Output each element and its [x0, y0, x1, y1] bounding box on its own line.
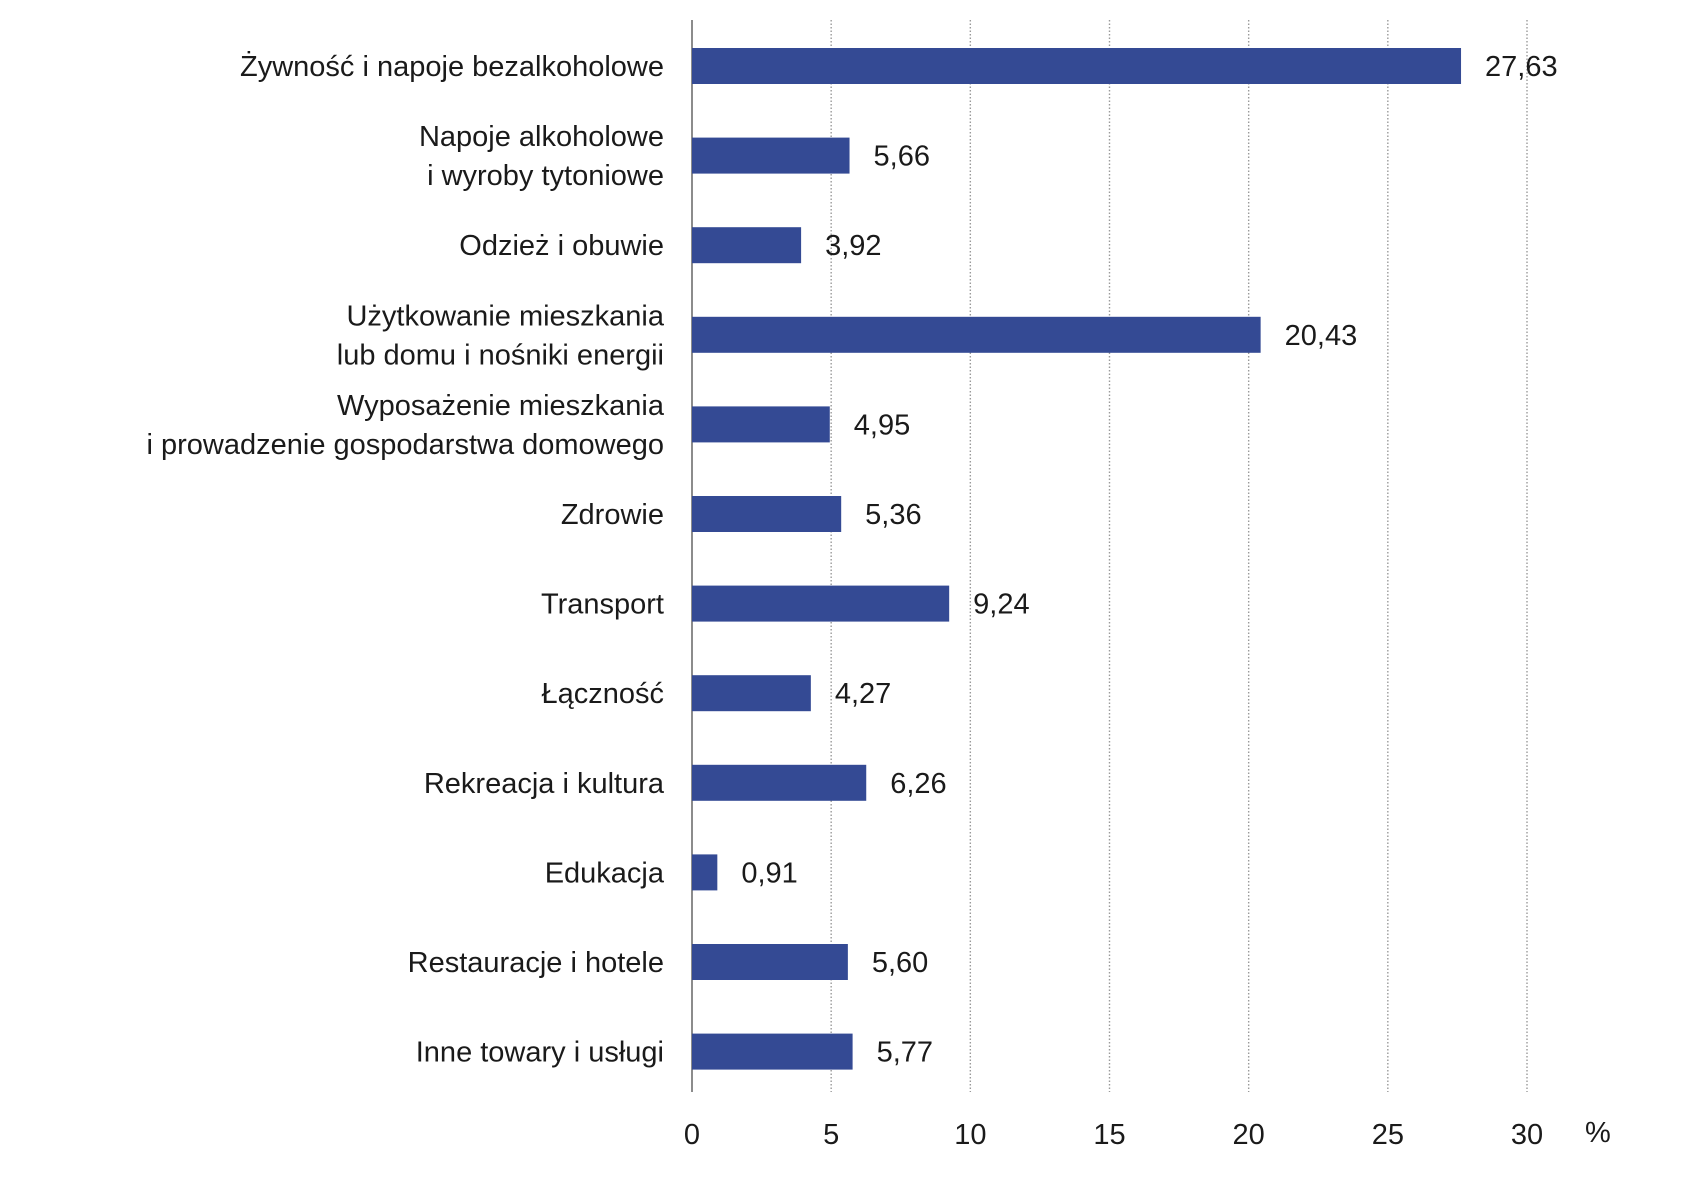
- bar-7: [692, 585, 950, 622]
- category-label-6: Zdrowie: [561, 499, 664, 531]
- bar-10: [692, 854, 718, 891]
- value-label-12: 5,77: [877, 1037, 933, 1069]
- bar-2: [692, 137, 850, 174]
- value-label-6: 5,36: [865, 499, 921, 531]
- value-label-8: 4,27: [835, 678, 891, 710]
- category-label-2: Napoje alkoholowe i wyroby tytoniowe: [419, 121, 664, 192]
- category-label-line: Rekreacja i kultura: [424, 768, 665, 800]
- category-label-line: Edukacja: [545, 857, 665, 889]
- value-label-4: 20,43: [1285, 320, 1358, 352]
- bars: [692, 48, 1462, 1070]
- value-label-10: 0,91: [741, 857, 797, 889]
- category-label-line: lub domu i nośniki energii: [337, 339, 664, 371]
- bar-8: [692, 675, 811, 712]
- category-label-line: Napoje alkoholowe: [419, 121, 664, 153]
- category-label-4: Użytkowanie mieszkania lub domu i nośniki…: [337, 300, 665, 371]
- category-label-10: Edukacja: [545, 857, 665, 889]
- category-label-line: Wyposażenie mieszkania: [337, 390, 665, 422]
- category-label-line: i prowadzenie gospodarstwa domowego: [147, 429, 664, 461]
- x-axis-ticks: 0 5 10 15 20 25 30: [684, 1119, 1543, 1151]
- bar-6: [692, 496, 842, 532]
- x-tick-label-25: 25: [1372, 1119, 1404, 1151]
- category-label-line: Żywność i napoje bezalkoholowe: [240, 50, 664, 83]
- category-label-line: Inne towary i usługi: [416, 1037, 664, 1069]
- category-label-line: Odzież i obuwie: [459, 230, 664, 262]
- x-tick-label-5: 5: [823, 1119, 839, 1151]
- category-label-7: Transport: [541, 589, 664, 621]
- bar-1: [692, 48, 1462, 84]
- category-label-line: Restauracje i hotele: [408, 947, 664, 979]
- value-label-1: 27,63: [1485, 51, 1558, 83]
- category-label-line: Użytkowanie mieszkania: [346, 300, 664, 332]
- bar-9: [692, 764, 867, 801]
- category-labels: Żywność i napoje bezalkoholowe Napoje alk…: [147, 50, 665, 1069]
- x-tick-label-20: 20: [1233, 1119, 1265, 1151]
- x-tick-label-15: 15: [1093, 1119, 1125, 1151]
- category-label-line: Transport: [541, 589, 664, 621]
- category-label-5: Wyposażenie mieszkania i prowadzenie gosp…: [147, 390, 665, 461]
- value-label-11: 5,60: [872, 947, 928, 979]
- value-label-2: 5,66: [874, 141, 930, 173]
- bar-5: [692, 406, 830, 443]
- category-label-8: Łączność: [541, 678, 664, 710]
- x-tick-label-30: 30: [1511, 1119, 1543, 1151]
- value-label-9: 6,26: [890, 768, 946, 800]
- category-label-9: Rekreacja i kultura: [424, 768, 665, 800]
- category-label-12: Inne towary i usługi: [416, 1037, 664, 1069]
- category-label-3: Odzież i obuwie: [459, 230, 664, 262]
- bar-11: [692, 944, 848, 980]
- gridlines: [830, 20, 1528, 1092]
- category-label-1: Żywność i napoje bezalkoholowe: [240, 50, 664, 83]
- bar-3: [692, 227, 802, 264]
- value-label-7: 9,24: [973, 589, 1029, 621]
- category-label-line: Łączność: [541, 678, 664, 710]
- category-label-line: Zdrowie: [561, 499, 664, 531]
- category-label-11: Restauracje i hotele: [408, 947, 664, 979]
- value-label-5: 4,95: [854, 409, 910, 441]
- bar-12: [692, 1033, 853, 1070]
- x-unit-label: %: [1585, 1117, 1611, 1149]
- category-label-line: i wyroby tytoniowe: [427, 160, 664, 192]
- value-label-3: 3,92: [825, 230, 881, 262]
- bar-4: [692, 316, 1261, 353]
- value-labels: 27,63 5,66 3,92 20,43 4,95 5,36 9,24 4,27 6,26 0,…: [741, 51, 1557, 1069]
- x-tick-label-10: 10: [954, 1119, 986, 1151]
- x-tick-label-0: 0: [684, 1119, 700, 1151]
